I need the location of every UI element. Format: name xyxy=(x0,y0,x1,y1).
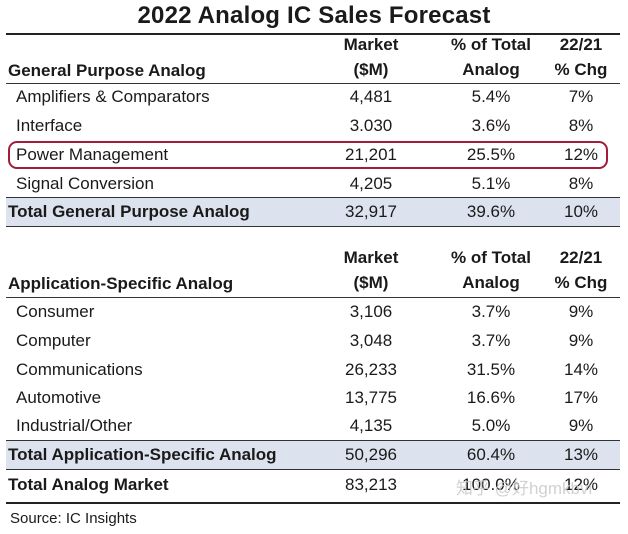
share-column-header: % of Total Analog xyxy=(451,35,531,79)
watermark: 知乎 @好hgmkbvi xyxy=(456,479,593,498)
top-rule xyxy=(6,33,620,35)
total-rule xyxy=(6,440,620,441)
general-header-row: General Purpose Analog Market ($M) % of T… xyxy=(6,32,620,84)
total-rule xyxy=(6,197,620,198)
general-total-row: Total General Purpose Analog 32,917 39.6… xyxy=(6,198,620,226)
share-column-header: % of Total Analog xyxy=(451,248,531,292)
change-column-header: 22/21% Chg xyxy=(554,248,608,292)
table-row: Computer 3,048 3.7% 9% xyxy=(16,331,594,350)
general-heading: General Purpose Analog xyxy=(8,61,206,80)
table-row: Interface 3.030 3.6% 8% xyxy=(16,116,594,135)
table-title: 2022 Analog IC Sales Forecast xyxy=(137,2,491,29)
table-row: Consumer 3,106 3.7% 9% xyxy=(16,302,594,321)
header-rule xyxy=(6,297,620,298)
grand-total-rule xyxy=(6,469,620,470)
table-row: Communications 26,233 31.5% 14% xyxy=(16,360,599,379)
market-column-header: Market ($M) xyxy=(343,35,399,79)
section-end-rule xyxy=(6,226,620,227)
application-heading: Application-Specific Analog xyxy=(8,274,234,293)
market-column-header: Market ($M) xyxy=(343,248,399,292)
table-row-power-management: Power Management 21,201 25.5% 12% xyxy=(16,145,599,164)
table-row: Amplifiers & Comparators 4,481 5.4% 7% xyxy=(16,87,594,106)
bottom-rule xyxy=(6,502,620,504)
header-rule xyxy=(6,83,620,84)
table-row: Industrial/Other 4,135 5.0% 9% xyxy=(16,416,594,435)
grand-total-row: Total Analog Market 83,213 100.0% 12% xyxy=(8,475,599,494)
application-total-row: Total Application-Specific Analog 50,296… xyxy=(6,441,620,469)
table-row: Automotive 13,775 16.6% 17% xyxy=(16,388,599,407)
source-note: Source: IC Insights xyxy=(10,510,137,527)
table-row: Signal Conversion 4,205 5.1% 8% xyxy=(16,174,594,193)
power-management-highlight xyxy=(8,141,608,169)
change-column-header: 22/21% Chg xyxy=(554,35,608,79)
application-header-row: Application-Specific Analog Market ($M) %… xyxy=(6,245,620,297)
